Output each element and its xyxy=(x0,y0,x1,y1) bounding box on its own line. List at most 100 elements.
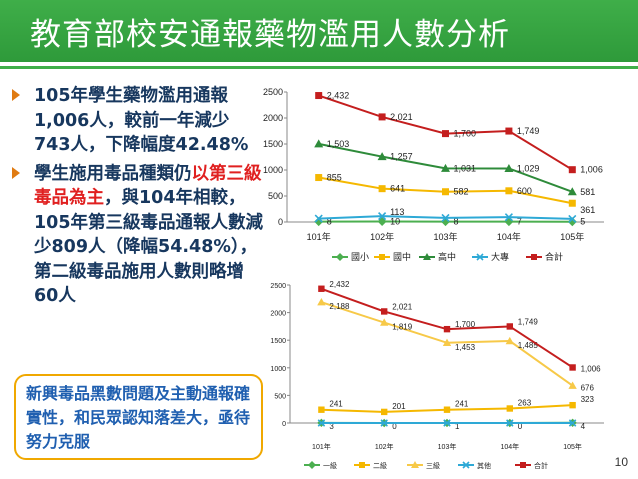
data-label: 641 xyxy=(390,184,405,194)
data-point xyxy=(568,419,577,427)
data-point xyxy=(442,188,449,196)
legend-marker xyxy=(411,461,419,468)
x-tick-label: 105年 xyxy=(563,442,582,451)
data-point xyxy=(315,92,323,100)
legend-label: 二級 xyxy=(373,461,387,470)
data-label: 241 xyxy=(329,400,343,409)
bullet-item: 學生施用毒品種類仍以第三級毒品為主，與104年相較，105年第三級毒品通報人數減… xyxy=(12,162,264,309)
y-tick-label: 1000 xyxy=(263,165,283,175)
data-label: 263 xyxy=(518,398,532,407)
legend-label: 一級 xyxy=(323,461,337,470)
legend-marker xyxy=(423,253,431,260)
data-label: 1,006 xyxy=(581,364,602,373)
data-point xyxy=(317,298,326,306)
data-label: 8 xyxy=(327,217,332,227)
data-label: 1,453 xyxy=(455,343,476,352)
data-label: 1,485 xyxy=(518,341,539,350)
data-label: 600 xyxy=(517,186,532,196)
data-label: 855 xyxy=(327,173,342,183)
data-point xyxy=(506,323,513,330)
data-point xyxy=(567,187,577,196)
data-label: 361 xyxy=(580,205,595,215)
data-point xyxy=(505,127,513,135)
legend-label: 三級 xyxy=(426,461,440,470)
slide-title: 教育部校安通報藥物濫用人數分析 xyxy=(30,17,510,53)
data-point xyxy=(504,213,513,222)
bullet-arrow-icon xyxy=(12,166,20,179)
data-label: 2,188 xyxy=(329,302,350,311)
data-label: 2,432 xyxy=(329,280,350,289)
legend-label: 高中 xyxy=(438,251,456,262)
y-tick-label: 0 xyxy=(282,421,286,428)
y-tick-label: 2500 xyxy=(263,87,283,97)
legend-marker xyxy=(476,253,484,261)
legend-label: 其他 xyxy=(477,461,491,470)
bullet-segment: 105年學生藥物濫用通報1,006人，較前一年減少743人，下降幅度42.48% xyxy=(34,86,249,155)
data-point xyxy=(378,212,387,221)
bullet-text: 105年學生藥物濫用通報1,006人，較前一年減少743人，下降幅度42.48% xyxy=(34,84,264,158)
data-point xyxy=(568,214,577,223)
data-label: 1,257 xyxy=(390,152,413,162)
data-label: 1,819 xyxy=(392,323,413,332)
data-label: 7 xyxy=(517,217,522,227)
data-point xyxy=(505,336,514,345)
data-point xyxy=(441,213,450,222)
data-label: 5 xyxy=(580,217,585,227)
data-point xyxy=(381,408,388,416)
data-point xyxy=(377,152,387,161)
legend-marker xyxy=(336,253,344,261)
data-label: 1,031 xyxy=(454,163,477,173)
y-tick-label: 1500 xyxy=(270,338,286,345)
data-point xyxy=(318,285,325,292)
data-label: 581 xyxy=(580,187,595,197)
data-label: 676 xyxy=(581,384,595,393)
data-point xyxy=(378,113,386,121)
y-tick-label: 2000 xyxy=(263,113,283,123)
x-tick-label: 102年 xyxy=(375,442,394,451)
bullet-arrow-icon xyxy=(12,89,20,101)
data-label: 1,749 xyxy=(517,126,540,136)
data-point xyxy=(314,139,324,148)
x-tick-label: 103年 xyxy=(438,442,457,451)
data-label: 0 xyxy=(392,422,397,431)
data-point xyxy=(378,185,386,193)
data-point xyxy=(318,406,325,413)
data-label: 4 xyxy=(581,422,586,431)
callout-text: 新興毒品黑數問題及主動通報確實性，和民眾認知落差大，亟待努力克服 xyxy=(26,384,251,451)
bullet-segment: 學生施用毒品種類仍 xyxy=(34,163,192,184)
data-point xyxy=(568,381,577,389)
legend-marker xyxy=(308,461,316,469)
data-point xyxy=(317,419,326,427)
y-tick-label: 0 xyxy=(278,217,283,227)
data-label: 1,029 xyxy=(517,163,540,173)
legend-label: 國小 xyxy=(351,252,369,262)
data-point xyxy=(569,401,576,409)
data-point xyxy=(506,419,514,427)
data-label: 1,700 xyxy=(454,129,477,139)
x-tick-label: 103年 xyxy=(433,231,457,242)
data-label: 10 xyxy=(390,216,400,226)
data-label: 8 xyxy=(454,217,459,227)
data-label: 1 xyxy=(455,422,460,431)
legend-marker xyxy=(379,254,385,260)
legend-label: 合計 xyxy=(534,461,548,470)
data-point xyxy=(443,325,451,333)
data-label: 3 xyxy=(329,422,334,431)
data-label: 201 xyxy=(392,402,406,411)
x-tick-label: 104年 xyxy=(497,231,521,242)
data-point xyxy=(504,217,514,227)
bullet-list: 105年學生藥物濫用通報1,006人，較前一年減少743人，下降幅度42.48%… xyxy=(12,84,264,313)
data-point xyxy=(315,174,323,182)
data-point xyxy=(381,308,388,315)
x-tick-label: 104年 xyxy=(500,442,519,451)
data-label: 113 xyxy=(390,207,404,217)
data-point xyxy=(380,318,389,326)
data-point xyxy=(442,338,452,346)
line-chart: 0 500 1000 1500 2000 2500 101年 102年 103年 104年 105年… xyxy=(270,280,604,470)
legend-label: 國中 xyxy=(393,251,411,262)
data-point xyxy=(568,199,576,207)
legend-marker xyxy=(359,462,365,468)
data-label: 1,006 xyxy=(580,165,603,175)
y-tick-label: 500 xyxy=(268,191,283,201)
x-tick-label: 101年 xyxy=(307,231,331,242)
